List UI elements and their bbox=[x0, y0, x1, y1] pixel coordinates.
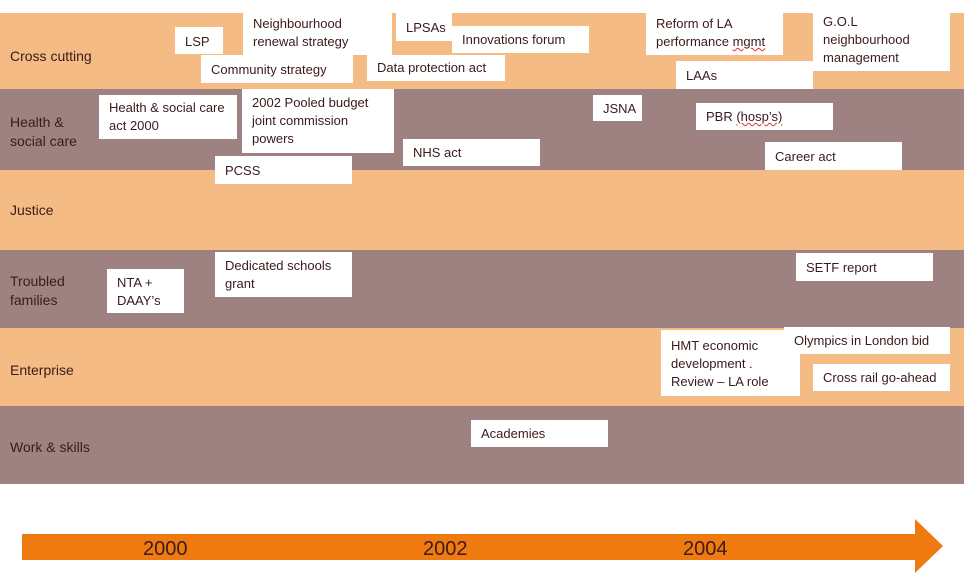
event-box: LAAs bbox=[676, 61, 813, 89]
row-label: Enterprise bbox=[10, 362, 74, 378]
event-box: LPSAs bbox=[396, 13, 452, 41]
event-box: JSNA bbox=[593, 95, 642, 121]
event-box: HMT economic development . Review – LA r… bbox=[661, 330, 800, 396]
event-text: (hosp’s) bbox=[736, 109, 783, 124]
event-text: PBR bbox=[706, 109, 737, 124]
row-label: Health & social care bbox=[10, 114, 77, 149]
event-box: Cross rail go-ahead bbox=[813, 364, 950, 391]
event-box: PCSS bbox=[215, 156, 352, 184]
event-box: Data protection act bbox=[367, 55, 505, 81]
row-label: Justice bbox=[10, 202, 54, 218]
event-box: 2002 Pooled budget joint commission powe… bbox=[242, 89, 394, 153]
row-label: Cross cutting bbox=[10, 48, 92, 64]
event-box: Health & social care act 2000 bbox=[99, 95, 237, 139]
event-box: Reform of LA performance mgmt bbox=[646, 13, 783, 55]
event-box: NHS act bbox=[403, 139, 540, 166]
row-justice: Justice bbox=[0, 170, 964, 250]
event-box: LSP bbox=[175, 27, 223, 54]
event-box: Neighbourhood renewal strategy bbox=[243, 13, 392, 55]
year-label: 2002 bbox=[423, 538, 468, 560]
event-box: Dedicated schools grant bbox=[215, 252, 352, 297]
row-label: Work & skills bbox=[10, 439, 90, 455]
event-box: Community strategy bbox=[201, 55, 353, 83]
event-box: NTA + DAAY’s bbox=[107, 269, 184, 313]
event-text: Reform of LA performance bbox=[656, 16, 733, 49]
event-box: Academies bbox=[471, 420, 608, 447]
event-box: Olympics in London bid bbox=[784, 327, 950, 354]
event-box: SETF report bbox=[796, 253, 933, 281]
event-box: Career act bbox=[765, 142, 902, 170]
event-text: mgmt bbox=[732, 34, 766, 49]
row-label: Troubled families bbox=[10, 273, 65, 308]
year-label: 2000 bbox=[143, 538, 188, 560]
event-box: PBR (hosp’s) bbox=[696, 103, 833, 130]
year-label: 2004 bbox=[683, 538, 728, 560]
event-box: Innovations forum bbox=[452, 26, 589, 53]
event-box: G.O.L neighbourhood management bbox=[813, 13, 950, 71]
